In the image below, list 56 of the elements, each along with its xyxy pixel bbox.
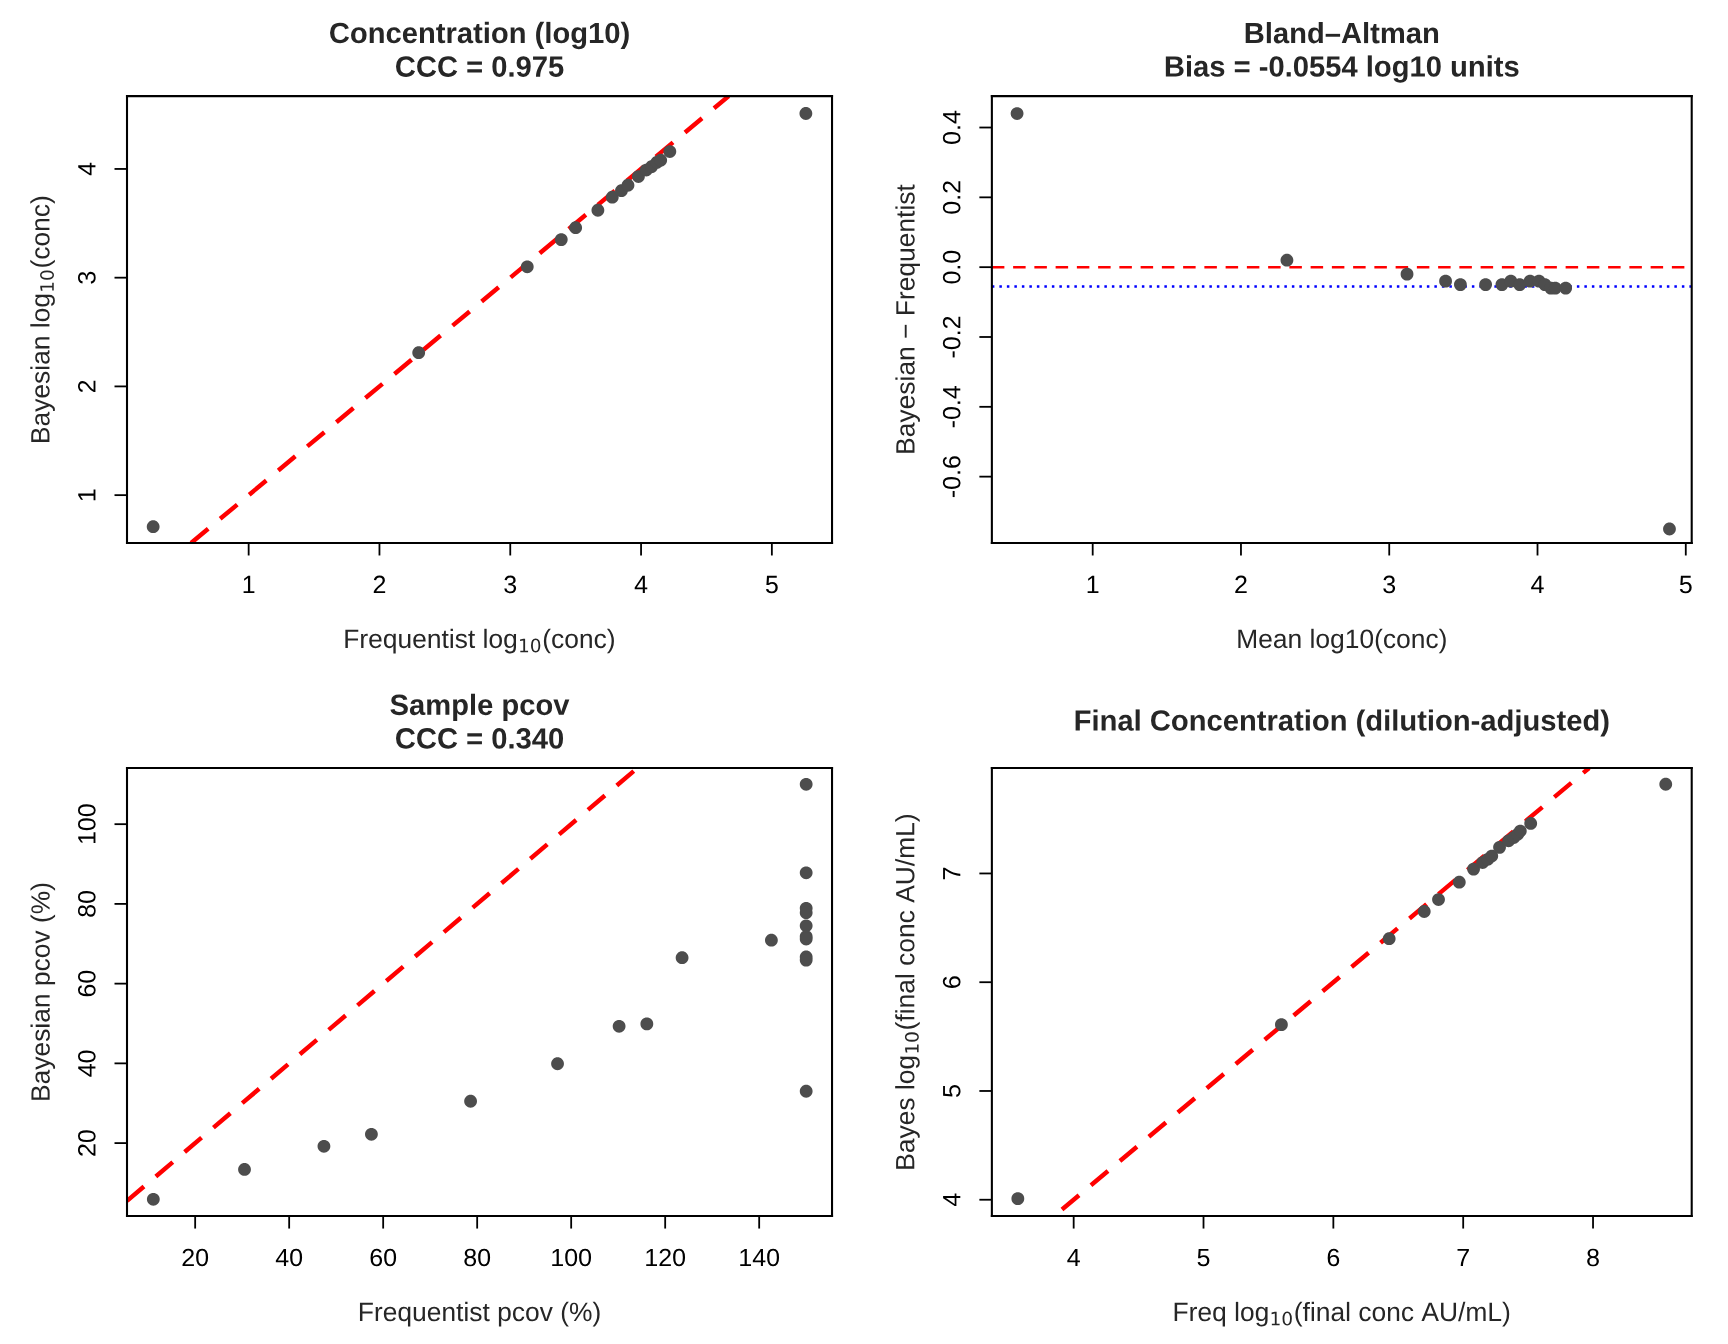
x-tick-label: 1 <box>243 575 255 594</box>
y-tick-label: 7 <box>943 867 961 880</box>
y-axis-title: Bayesian − Frequentist <box>895 184 920 453</box>
chart-subtitle: CCC = 0.340 <box>396 728 564 749</box>
x-tick-label: 5 <box>1679 575 1692 594</box>
x-tick-label: 8 <box>1587 1248 1599 1267</box>
y-tick-label: 0.4 <box>942 110 961 144</box>
chart-title: Final Concentration (dilution-adjusted) <box>1075 709 1609 737</box>
chart-title: Bland–Altman <box>1245 21 1439 44</box>
y-tick-label: -0.2 <box>942 316 961 358</box>
x-tick-label: 4 <box>1531 575 1544 594</box>
y-tick-label: 4 <box>78 162 96 176</box>
x-tick-label: 40 <box>275 1248 303 1267</box>
chart-subtitle: Bias = -0.0554 log10 units <box>1165 55 1519 83</box>
y-tick-label: 60 <box>77 970 96 997</box>
x-tick-label: 120 <box>646 1248 686 1267</box>
x-tick-label: 5 <box>1197 1248 1210 1267</box>
x-tick-label: 4 <box>1067 1248 1080 1267</box>
x-tick-label: 1 <box>1087 575 1099 594</box>
x-tick-label: 2 <box>1235 575 1247 594</box>
chart-title: Concentration (log10) <box>330 21 629 50</box>
y-axis-title: Bayesian log$_{10}$(conc) <box>30 196 55 442</box>
y-tick-label: 2 <box>77 380 96 393</box>
x-axis-title: Mean log10(conc) <box>1238 628 1446 654</box>
y-tick-label: 80 <box>77 890 96 917</box>
x-axis-title: Frequentist log$_{10}$(conc) <box>345 628 614 654</box>
x-tick-label: 60 <box>370 1248 397 1267</box>
y-tick-label: 4 <box>943 1193 961 1207</box>
y-tick-label: 5 <box>943 1085 961 1097</box>
chart-subtitle: CCC = 0.975 <box>396 56 564 77</box>
x-axis-title: Freq log$_{10}$(final conc AU/mL) <box>1174 1301 1510 1327</box>
y-tick-label: 100 <box>77 804 96 844</box>
y-tick-label: 3 <box>77 271 96 284</box>
x-tick-label: 7 <box>1457 1248 1469 1267</box>
x-tick-label: 2 <box>373 575 386 594</box>
y-tick-label: 1 <box>78 489 96 501</box>
y-axis-title: Bayes log$_{10}$(final conc AU/mL) <box>895 815 920 1169</box>
x-tick-label: 5 <box>765 575 778 594</box>
y-tick-label: -0.6 <box>942 456 961 498</box>
x-tick-label: 80 <box>464 1248 491 1267</box>
x-tick-label: 20 <box>182 1248 209 1267</box>
y-tick-label: 0.0 <box>942 250 961 284</box>
y-tick-label: -0.4 <box>942 386 961 428</box>
x-tick-label: 100 <box>552 1248 592 1267</box>
x-axis-title: Frequentist pcov (%) <box>359 1301 600 1327</box>
x-tick-label: 4 <box>634 575 648 594</box>
chart-title: Sample pcov <box>390 693 570 721</box>
y-tick-label: 40 <box>77 1050 96 1077</box>
y-tick-label: 6 <box>942 976 961 988</box>
y-tick-label: 20 <box>77 1130 96 1156</box>
x-tick-label: 3 <box>1383 575 1396 594</box>
x-tick-label: 3 <box>504 575 517 594</box>
x-tick-label: 140 <box>740 1248 780 1267</box>
y-axis-title: Bayesian pcov (%) <box>30 883 56 1100</box>
x-tick-label: 6 <box>1327 1248 1340 1267</box>
y-tick-label: 0.2 <box>942 181 961 214</box>
